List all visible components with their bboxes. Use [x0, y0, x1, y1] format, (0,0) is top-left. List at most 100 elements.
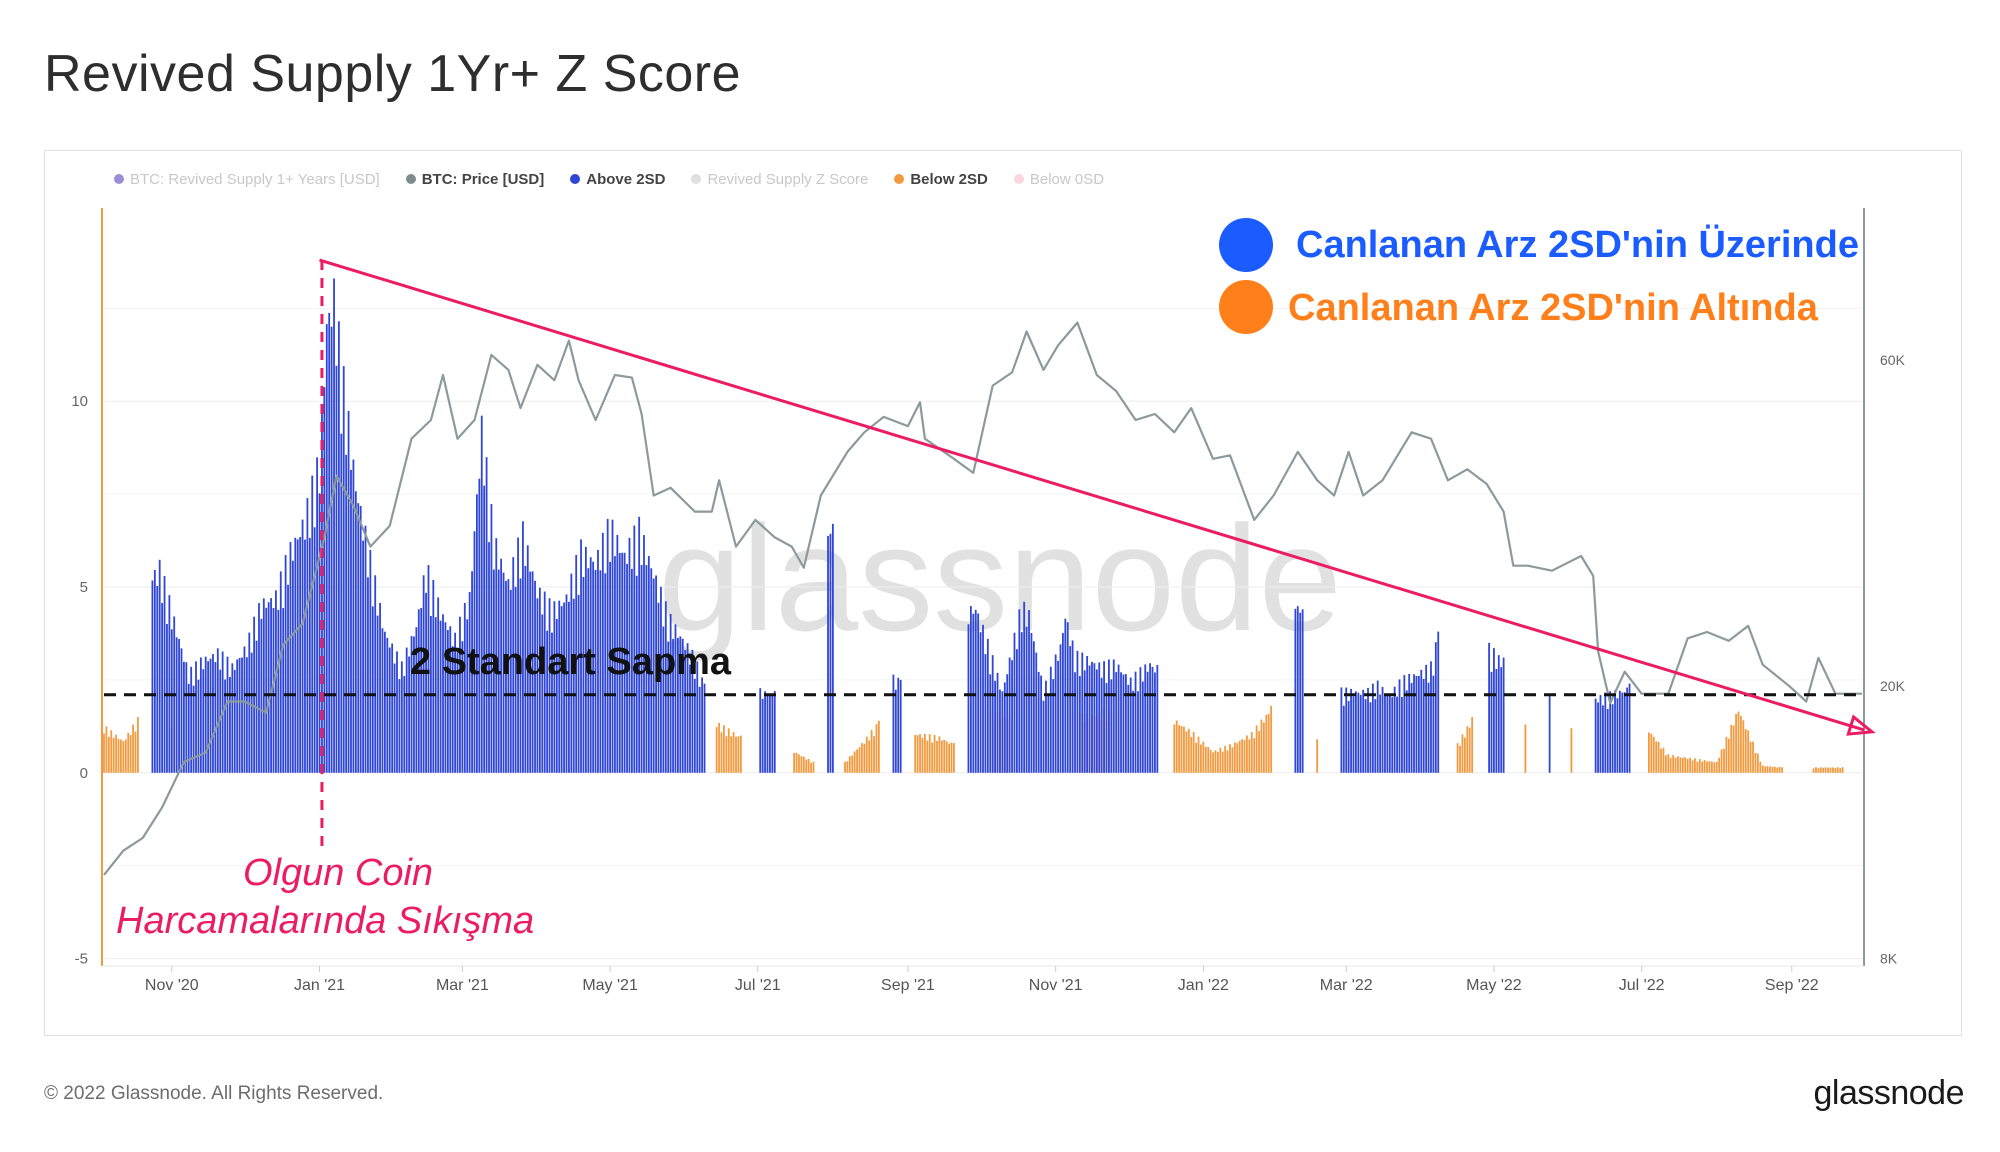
- above-2sd-bar: [1045, 680, 1047, 773]
- above-2sd-bar: [364, 525, 367, 773]
- above-2sd-bar: [1594, 698, 1597, 773]
- below-2sd-bar: [953, 743, 955, 773]
- above-2sd-bar: [572, 598, 575, 773]
- below-2sd-bar: [1471, 717, 1474, 773]
- above-2sd-bar: [209, 658, 212, 773]
- legend-item[interactable]: Revived Supply Z Score: [691, 171, 868, 188]
- legend-label: Below 0SD: [1029, 170, 1105, 188]
- overlays: [104, 258, 1876, 848]
- legend-item[interactable]: Above 2SD: [570, 171, 665, 188]
- above-2sd-bar: [1042, 700, 1045, 773]
- above-2sd-bar: [299, 537, 302, 773]
- above-2sd-bar: [1500, 667, 1503, 773]
- above-2sd-bar: [279, 571, 282, 773]
- above-2sd-bar: [986, 638, 989, 773]
- above-2sd-bar: [195, 661, 197, 773]
- above-2sd-bar: [1357, 692, 1360, 773]
- above-2sd-bar: [1611, 704, 1614, 773]
- legend-dot: [114, 174, 124, 184]
- below-2sd-bar: [134, 731, 137, 773]
- below-2sd-bar: [800, 756, 803, 773]
- legend-item[interactable]: Below 0SD: [1013, 170, 1105, 188]
- above-2sd-bar: [1497, 655, 1500, 773]
- above-2sd-bar: [1350, 688, 1352, 773]
- below-2sd-bar: [1706, 761, 1708, 773]
- above-2sd-bar: [771, 693, 774, 773]
- above-2sd-bar: [1011, 660, 1013, 773]
- below-2sd-bar: [1771, 766, 1774, 773]
- above-2sd-bar: [1430, 661, 1432, 773]
- above-2sd-bar: [243, 646, 246, 773]
- below-2sd-bar: [1243, 739, 1246, 773]
- below-2sd-bar: [1192, 731, 1195, 773]
- above-2sd-bar: [979, 632, 982, 773]
- below-2sd-bar: [865, 736, 868, 773]
- above-2sd-bar: [674, 624, 677, 773]
- above-2sd-bar: [396, 651, 398, 773]
- y-right-tick-label: 20K: [1880, 678, 1906, 694]
- above-2sd-bar: [1112, 659, 1115, 773]
- above-2sd-bar: [449, 626, 452, 773]
- below-2sd-bar: [1187, 728, 1190, 773]
- above-2sd-bar: [1359, 694, 1362, 773]
- above-2sd-bar: [260, 618, 263, 773]
- bars: [103, 278, 1844, 773]
- above-2sd-bar: [308, 537, 311, 773]
- below-2sd-bar: [1650, 733, 1653, 773]
- legend-item[interactable]: BTC: Price [USD]: [405, 171, 544, 188]
- below-2sd-bar: [844, 761, 846, 773]
- above-2sd-bar: [1134, 671, 1137, 773]
- legend-item[interactable]: Below 2SD: [894, 171, 988, 188]
- above-2sd-bar: [764, 691, 766, 773]
- above-2sd-bar: [335, 365, 338, 773]
- above-2sd-bar: [410, 636, 413, 773]
- below-2sd-bar: [1836, 767, 1839, 773]
- price-line-group: [103, 321, 1862, 876]
- below-2sd-bar: [1727, 738, 1730, 773]
- above-2sd-bar: [647, 555, 650, 773]
- above-2sd-bar: [1083, 670, 1086, 773]
- above-2sd-bar: [451, 646, 454, 773]
- legend-label: Below 2SD: [910, 170, 988, 188]
- above-2sd-bar: [226, 656, 229, 773]
- below-2sd-bar: [1652, 736, 1655, 773]
- above-2sd-bar: [1296, 606, 1299, 773]
- below-2sd-bar: [1732, 725, 1735, 773]
- below-2sd-bar: [1824, 767, 1827, 773]
- above-2sd-bar: [606, 518, 609, 773]
- x-tick-label: Jan '22: [1178, 977, 1229, 994]
- above-2sd-bar: [1008, 657, 1011, 773]
- above-2sd-bar: [1604, 692, 1607, 773]
- above-2sd-bar: [1105, 683, 1108, 773]
- above-2sd-bar: [689, 664, 691, 773]
- below-2sd-bar: [1691, 760, 1694, 773]
- above-2sd-bar: [153, 569, 156, 773]
- below-2sd-bar: [112, 737, 115, 773]
- above-2sd-bar: [594, 569, 597, 773]
- below-2sd-bar: [1696, 761, 1699, 773]
- axes: 10 5 0 -5 60K 20K 8K Nov '20 Jan '21 Mar '21 May '…: [71, 208, 1906, 994]
- above-2sd-bar: [229, 677, 231, 773]
- below-2sd-bar: [1185, 731, 1188, 773]
- above-2sd-bar: [1037, 671, 1040, 773]
- above-2sd-bar: [386, 637, 389, 773]
- above-2sd-bar: [1376, 680, 1379, 773]
- above-2sd-bar: [1398, 679, 1401, 773]
- below-2sd-bar: [1740, 715, 1742, 773]
- above-2sd-bar: [531, 571, 534, 773]
- below-2sd-bar: [875, 724, 878, 773]
- price-line: [103, 321, 1862, 876]
- below-2sd-bar: [1698, 759, 1701, 773]
- above-2sd-bar: [1388, 694, 1391, 773]
- above-2sd-bar: [444, 622, 447, 773]
- legend-item[interactable]: BTC: Revived Supply 1+ Years [USD]: [114, 171, 380, 188]
- above-2sd-bar: [1141, 681, 1144, 773]
- above-2sd-bar: [461, 641, 464, 773]
- above-2sd-bar: [664, 601, 667, 773]
- below-2sd-bar: [1209, 749, 1212, 773]
- above-2sd-bar: [369, 550, 372, 773]
- above-2sd-bar: [505, 580, 507, 773]
- above-2sd-bar: [509, 589, 512, 773]
- below-2sd-bar: [1463, 737, 1466, 773]
- above-2sd-bar: [323, 387, 326, 773]
